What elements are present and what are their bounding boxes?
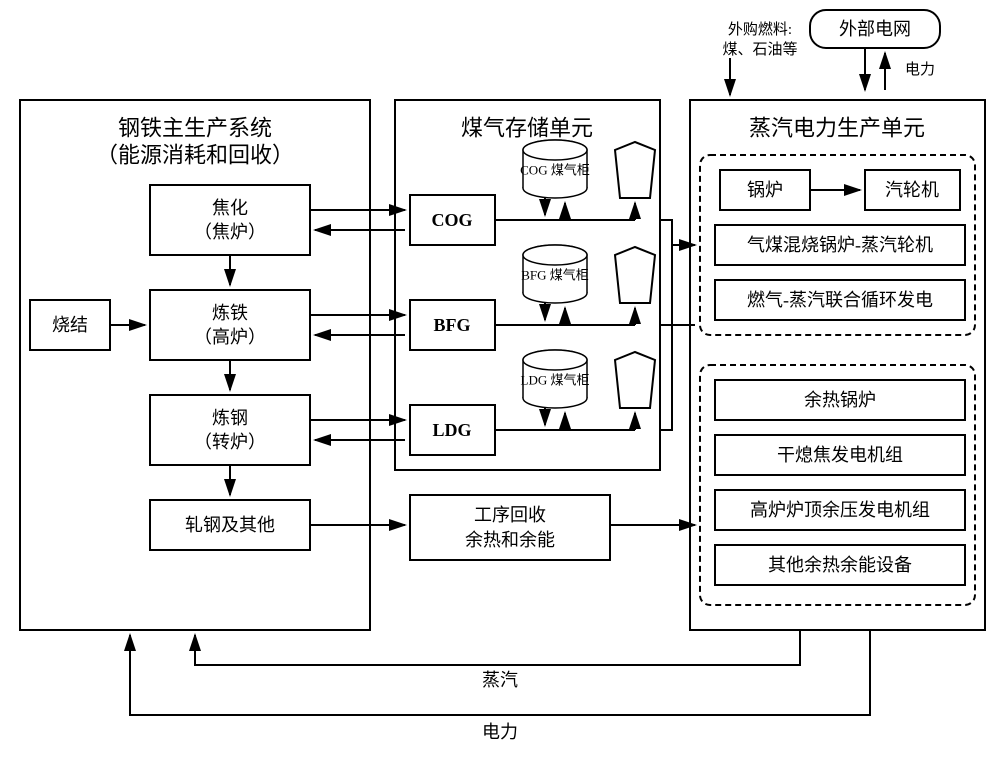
mixed-label: 气煤混烧锅炉-蒸汽轮机 — [747, 235, 933, 255]
external-fuel-line1: 外购燃料: — [728, 20, 792, 38]
external-grid-label: 外部电网 — [839, 19, 911, 39]
ldg-flare — [615, 352, 655, 408]
coking-node — [150, 185, 310, 255]
power-title: 蒸汽电力生产单元 — [749, 116, 925, 141]
external-fuel-line2: 煤、石油等 — [722, 40, 797, 58]
bfg-tank: BFG 煤气柜 — [521, 245, 589, 303]
iron-line1: 炼铁 — [212, 303, 248, 323]
gas-merge-2 — [660, 325, 672, 430]
top-electricity-label: 电力 — [905, 61, 935, 78]
sintering-label: 烧结 — [52, 315, 88, 335]
bfg-label: BFG — [433, 315, 470, 335]
elec-label: 电力 — [482, 722, 518, 742]
ldg-tank-label: LDG 煤气柜 — [521, 373, 590, 388]
recovery-line1: 工序回收 — [474, 505, 546, 525]
cog-label: COG — [431, 210, 472, 230]
steel-title-2: （能源消耗和回收） — [96, 143, 294, 168]
bfg-tank-label: BFG 煤气柜 — [521, 268, 589, 283]
ldg-tank: LDG 煤气柜 — [521, 350, 590, 408]
rolling-label: 轧钢及其他 — [185, 515, 275, 535]
steelmaking-node — [150, 395, 310, 465]
steel-line1: 炼钢 — [212, 408, 248, 428]
trtp-label: 高炉炉顶余压发电机组 — [750, 500, 930, 520]
gas-title: 煤气存储单元 — [461, 116, 593, 141]
gas-merge-1 — [660, 220, 672, 325]
cdq-label: 干熄焦发电机组 — [777, 445, 903, 465]
system-diagram: 外部电网 外购燃料: 煤、石油等 电力 钢铁主生产系统 （能源消耗和回收） 烧结… — [0, 0, 1000, 757]
ldg-label: LDG — [432, 420, 471, 440]
iron-line2: （高炉） — [194, 327, 266, 347]
other-waste-label: 其他余热余能设备 — [768, 555, 912, 575]
cog-flare — [615, 142, 655, 198]
steam-loop — [195, 630, 800, 665]
waste-boiler-label: 余热锅炉 — [804, 390, 876, 410]
turbine-label: 汽轮机 — [885, 180, 939, 200]
bfg-flare — [615, 247, 655, 303]
boiler-label: 锅炉 — [747, 180, 783, 200]
cog-tank: COG 煤气柜 — [520, 140, 590, 198]
coking-line1: 焦化 — [212, 198, 248, 218]
steel-title-1: 钢铁主生产系统 — [118, 116, 272, 141]
steam-label: 蒸汽 — [482, 670, 518, 690]
ccpp-label: 燃气-蒸汽联合循环发电 — [747, 290, 933, 310]
cog-tank-label: COG 煤气柜 — [520, 163, 590, 178]
steel-line2: （转炉） — [194, 432, 266, 452]
coking-line2: （焦炉） — [194, 222, 266, 242]
recovery-line2: 余热和余能 — [465, 530, 555, 550]
iron-node — [150, 290, 310, 360]
